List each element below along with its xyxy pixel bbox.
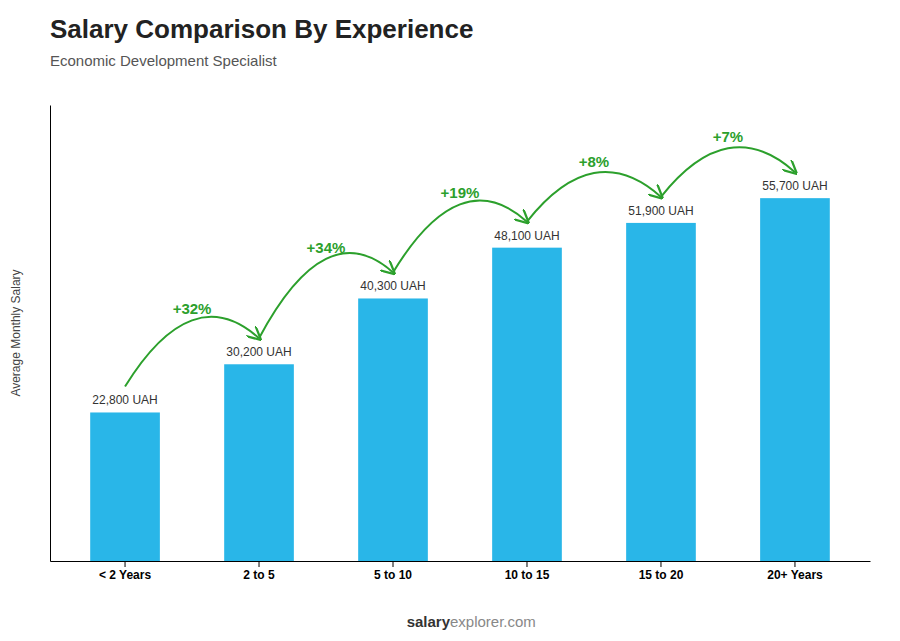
x-tick: 10 to 15 <box>505 561 550 582</box>
x-tick-mark <box>259 561 260 567</box>
x-tick: 20+ Years <box>767 561 823 582</box>
footer: explorer.com <box>450 613 536 630</box>
x-tick-mark <box>393 561 394 567</box>
y-axis <box>50 106 51 562</box>
arrow <box>259 253 393 338</box>
x-tick-label: < 2 Years <box>99 568 151 582</box>
plot: < 2 Years 2 to 5 5 to 10 10 to 15 15 to 20 20… <box>51 106 871 582</box>
data-labels: 22,800 UAH 30,200 UAH 40,300 UAH 48,100 UAH… <box>92 179 827 407</box>
bar <box>90 412 160 561</box>
x-tick-mark <box>125 561 126 567</box>
x-tick-mark <box>794 561 795 567</box>
x-tick-label: 2 to 5 <box>243 568 275 582</box>
data-label: 55,700 UAH <box>762 179 827 193</box>
data-label: 22,800 UAH <box>92 393 157 407</box>
x-tick-mark <box>660 561 661 567</box>
annotations: +32% +34% +19% +8% +7% <box>125 128 795 386</box>
bar <box>626 223 696 561</box>
arrow <box>125 317 259 387</box>
x-tick-label: 15 to 20 <box>639 568 684 582</box>
annotation: +34% <box>307 239 346 256</box>
data-label: 51,900 UAH <box>628 204 693 218</box>
x-tick: 5 to 10 <box>374 561 412 582</box>
x-tick-label: 10 to 15 <box>505 568 550 582</box>
x-tick-label: 5 to 10 <box>374 568 412 582</box>
footer: salary <box>407 613 451 630</box>
y-axis-line <box>50 106 51 562</box>
data-label: 48,100 UAH <box>494 229 559 243</box>
bar <box>492 248 562 561</box>
data-label: 40,300 UAH <box>360 279 425 293</box>
bars <box>90 198 830 561</box>
arrow <box>393 201 527 273</box>
annotation: +19% <box>441 184 480 201</box>
x-tick: < 2 Years <box>99 561 151 582</box>
annotation: +8% <box>579 153 609 170</box>
x-tick: 15 to 20 <box>639 561 684 582</box>
bar <box>358 298 428 561</box>
annotation: +32% <box>173 300 212 317</box>
x-tick-mark <box>526 561 527 567</box>
data-label: 30,200 UAH <box>226 345 291 359</box>
arrow <box>661 147 795 197</box>
x-axis: < 2 Years 2 to 5 5 to 10 10 to 15 15 to 20 20… <box>51 561 871 582</box>
subtitle: Economic Development Specialist <box>50 52 278 69</box>
chart: Salary Comparison By Experience Economic … <box>0 0 900 641</box>
bar <box>760 198 830 561</box>
x-axis-line <box>51 561 871 562</box>
bar <box>224 364 294 561</box>
arrow <box>527 172 661 222</box>
x-tick: 2 to 5 <box>243 561 275 582</box>
annotation: +7% <box>713 128 743 145</box>
title: Salary Comparison By Experience <box>50 14 473 44</box>
x-tick-label: 20+ Years <box>767 568 823 582</box>
y-axis-title: Average Monthly Salary <box>9 269 23 396</box>
